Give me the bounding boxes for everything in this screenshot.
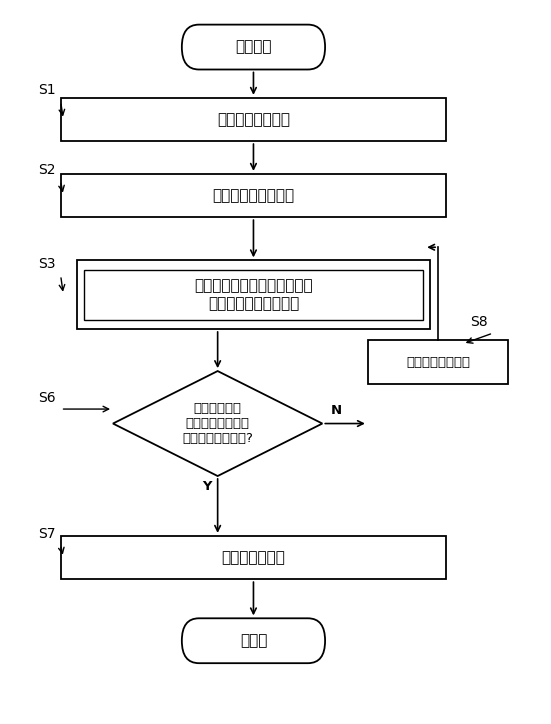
Text: ゴムモデルの変更: ゴムモデルの変更 [406, 355, 470, 369]
Polygon shape [113, 371, 322, 476]
Text: S7: S7 [38, 526, 56, 541]
Text: S6: S6 [38, 391, 56, 405]
Text: スタート: スタート [235, 40, 272, 54]
Bar [61, 98, 446, 141]
Bar [61, 536, 446, 579]
Text: S2: S2 [38, 163, 56, 177]
Text: ゴム材料の製造: ゴム材料の製造 [222, 550, 285, 565]
Text: S1: S1 [38, 83, 56, 98]
Text: 接触部モデルの入力: 接触部モデルの入力 [212, 188, 295, 203]
Bar [61, 174, 446, 217]
Text: ゴムモデルの入力: ゴムモデルの入力 [217, 112, 290, 127]
Text: Y: Y [202, 481, 212, 493]
Text: S8: S8 [471, 315, 488, 329]
FancyBboxPatch shape [182, 25, 325, 70]
Bar [77, 261, 430, 329]
Text: ゴムモデルの変形計算の実施
（変形計算ステップ）: ゴムモデルの変形計算の実施 （変形計算ステップ） [194, 279, 313, 311]
Bar [84, 270, 423, 320]
Text: N: N [331, 404, 342, 417]
Text: ゴムモデルと
接触部モデルとの
接触状態は良好か?: ゴムモデルと 接触部モデルとの 接触状態は良好か? [182, 402, 253, 445]
Bar [368, 340, 508, 384]
Text: S3: S3 [38, 257, 56, 272]
FancyBboxPatch shape [182, 618, 325, 663]
Text: エンド: エンド [240, 634, 267, 648]
